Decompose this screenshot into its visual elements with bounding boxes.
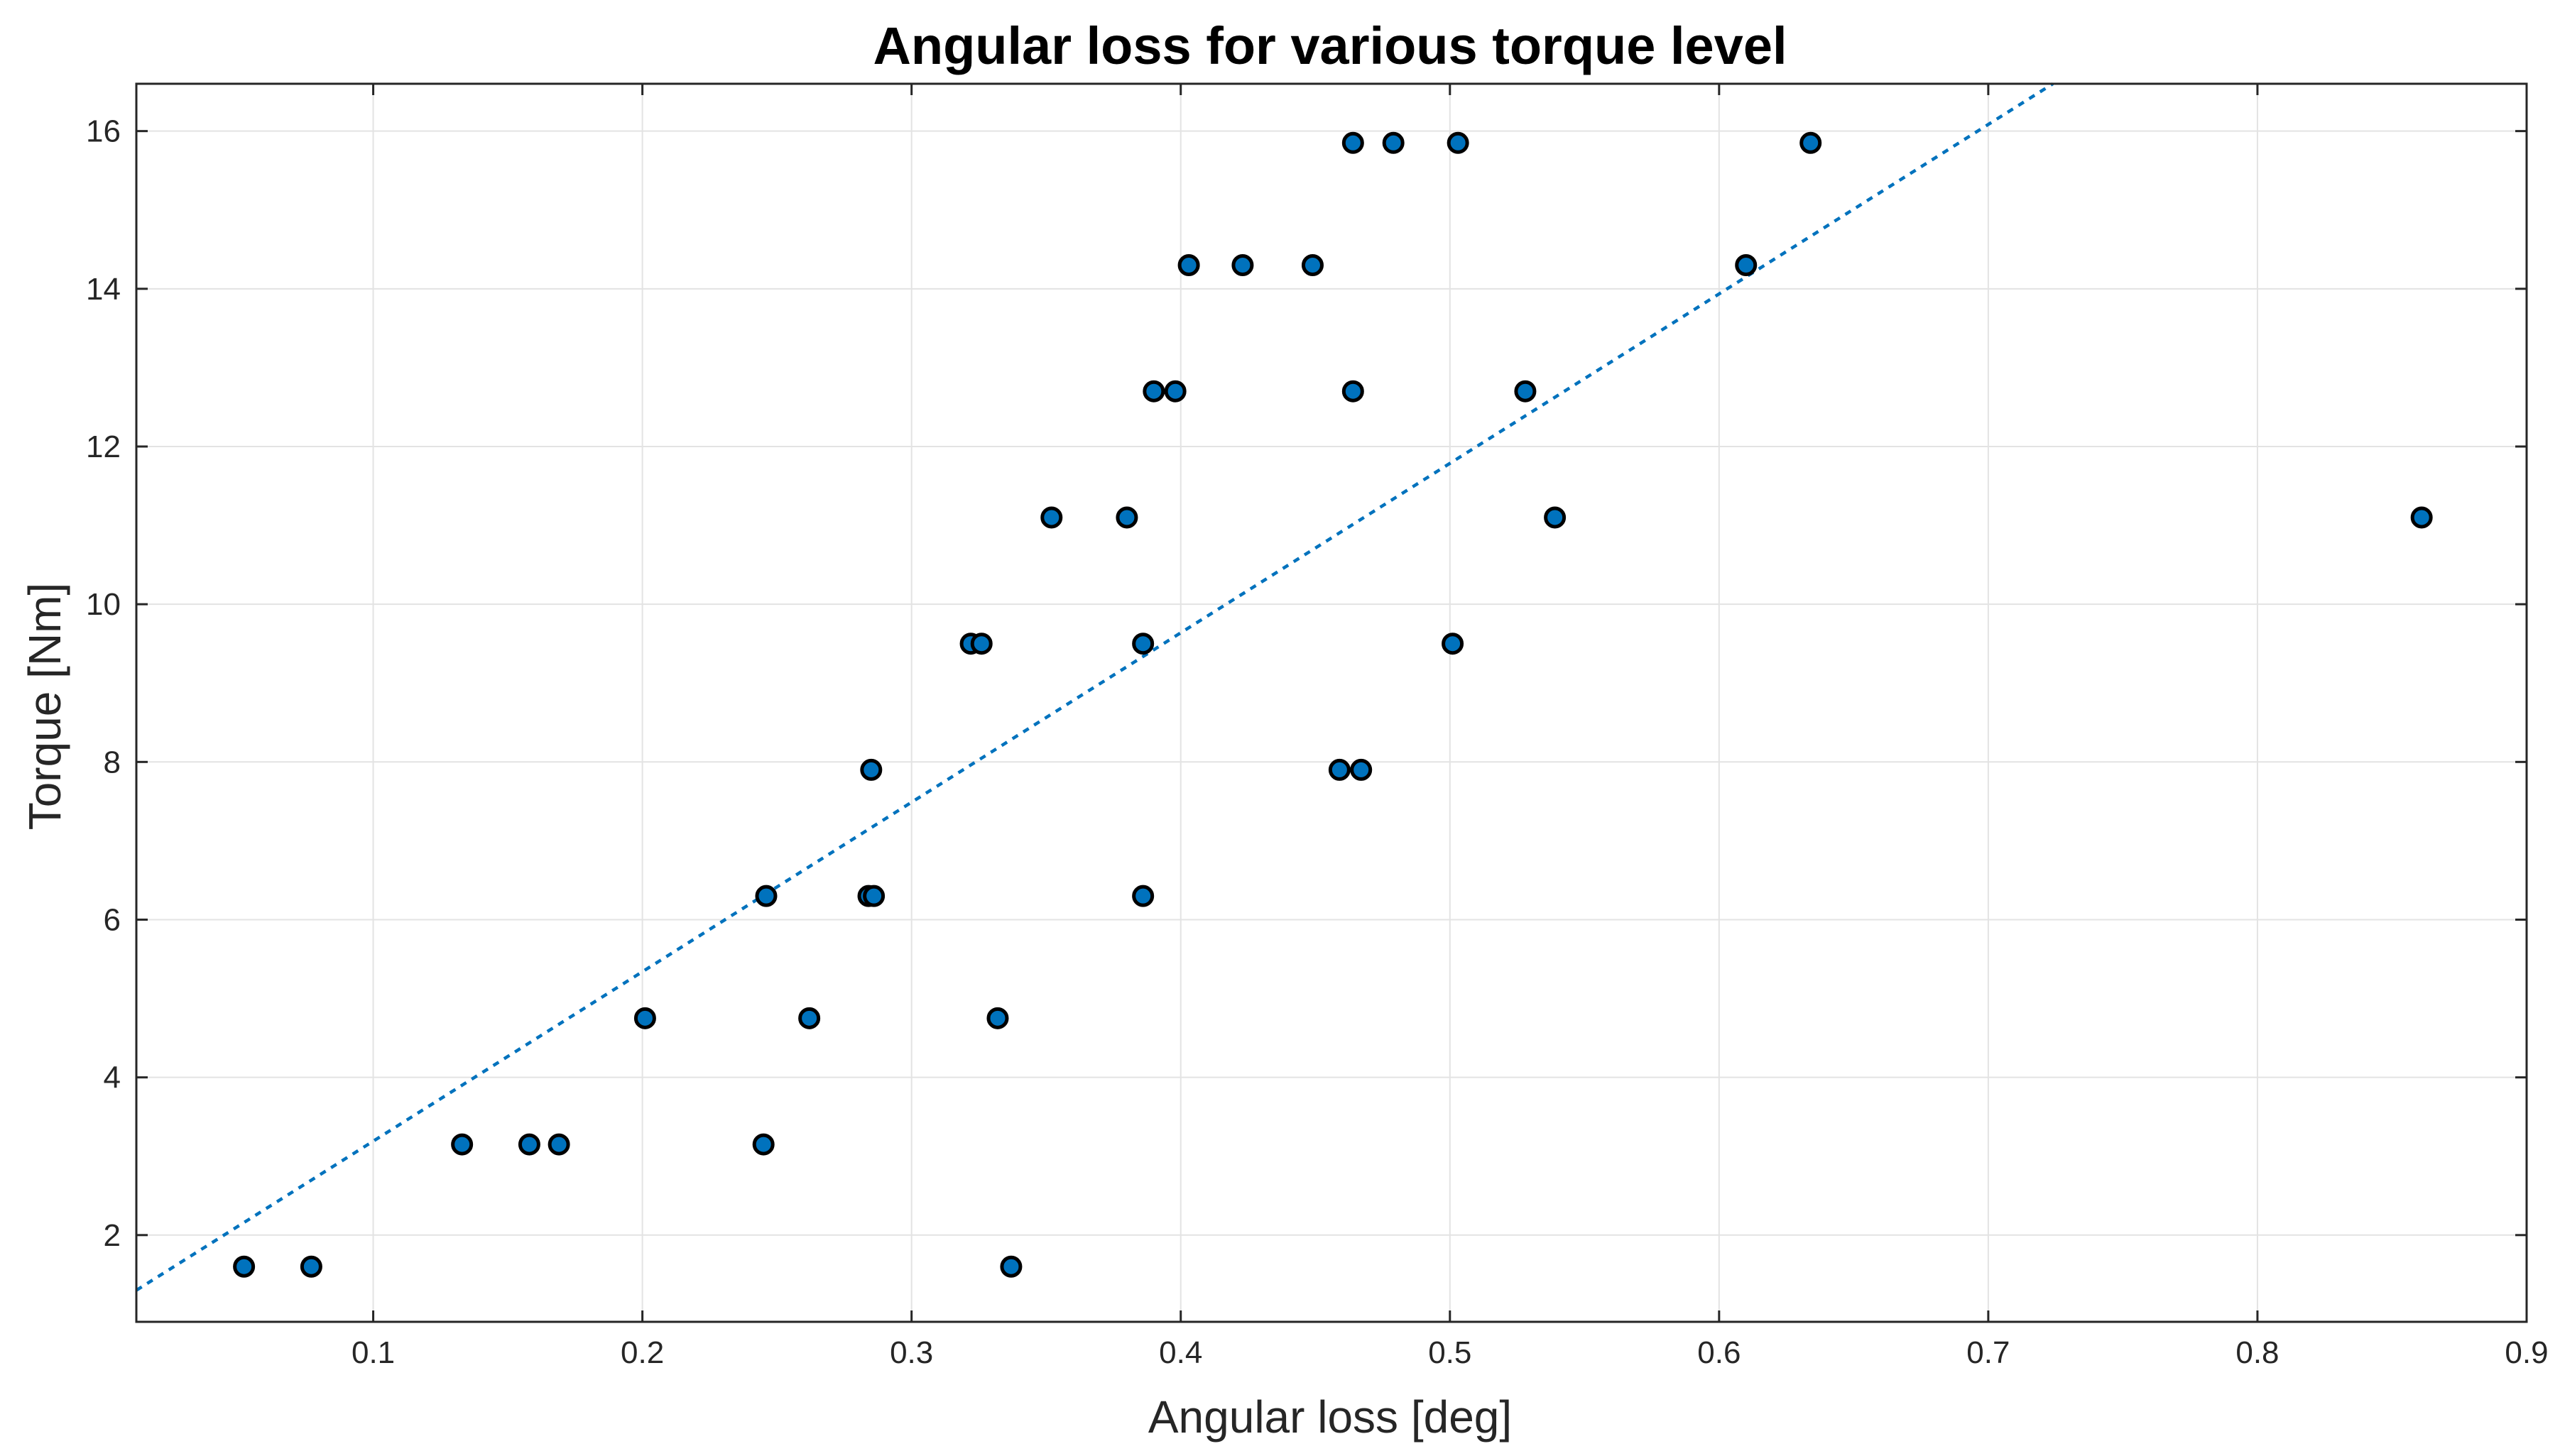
x-tick-label: 0.9: [2505, 1335, 2548, 1370]
data-point: [1341, 380, 1364, 403]
y-tick-label: 14: [86, 272, 121, 307]
data-point: [798, 1007, 821, 1029]
data-point: [233, 1255, 256, 1278]
data-point: [300, 1255, 322, 1278]
data-point: [1447, 131, 1469, 154]
y-tick-label: 4: [104, 1061, 121, 1095]
x-tick-label: 0.7: [1966, 1335, 2010, 1370]
data-point: [860, 758, 883, 781]
axes-box: [135, 82, 2528, 1323]
y-tick-label: 2: [104, 1218, 121, 1253]
y-axis-ticks: 2 4 6 8 10 12 14 16: [86, 114, 2527, 1253]
data-point: [1514, 380, 1537, 403]
data-point: [1177, 253, 1200, 276]
data-point: [1164, 380, 1187, 403]
x-tick-label: 0.1: [352, 1335, 395, 1370]
data-point: [1328, 758, 1351, 781]
data-point: [2410, 506, 2433, 529]
y-tick-label: 6: [104, 902, 121, 937]
x-tick-label: 0.2: [621, 1335, 664, 1370]
data-point: [970, 633, 993, 655]
data-point: [1350, 758, 1373, 781]
x-tick-label: 0.5: [1428, 1335, 1471, 1370]
data-point: [1116, 506, 1138, 529]
y-axis-label: Torque [Nm]: [19, 583, 70, 831]
data-point: [633, 1007, 656, 1029]
data-point: [752, 1133, 775, 1156]
data-point: [1799, 131, 1822, 154]
data-point: [1231, 253, 1254, 276]
x-tick-label: 0.6: [1697, 1335, 1741, 1370]
data-point: [1341, 131, 1364, 154]
y-tick-label: 12: [86, 429, 121, 464]
data-point: [755, 885, 778, 907]
data-point: [1040, 506, 1063, 529]
data-point: [1000, 1255, 1023, 1278]
data-point: [1132, 885, 1155, 907]
plot-area: [136, 84, 2527, 1322]
x-tick-label: 0.3: [890, 1335, 933, 1370]
data-point: [986, 1007, 1009, 1029]
data-point: [863, 885, 886, 907]
x-axis-ticks: 0.1 0.2 0.3 0.4 0.5 0.6 0.7 0.8 0.9: [352, 84, 2549, 1370]
data-point: [1382, 131, 1405, 154]
x-tick-label: 0.8: [2235, 1335, 2279, 1370]
data-point: [1735, 253, 1758, 276]
x-axis-label: Angular loss [deg]: [1148, 1391, 1512, 1443]
data-point: [1442, 633, 1464, 655]
y-tick-label: 8: [104, 745, 121, 779]
data-point: [548, 1133, 570, 1156]
data-point: [518, 1133, 540, 1156]
data-point: [1301, 253, 1324, 276]
data-points: [233, 131, 2433, 1278]
y-tick-label: 16: [86, 114, 121, 149]
x-tick-label: 0.4: [1159, 1335, 1202, 1370]
data-point: [1544, 506, 1567, 529]
data-point: [1132, 633, 1155, 655]
y-tick-label: 10: [86, 587, 121, 622]
data-point: [1143, 380, 1165, 403]
plot-background: [136, 84, 2527, 1322]
data-point: [451, 1133, 474, 1156]
chart-title: Angular loss for various torque level: [873, 16, 1787, 75]
axes-frame: [135, 82, 2528, 1323]
